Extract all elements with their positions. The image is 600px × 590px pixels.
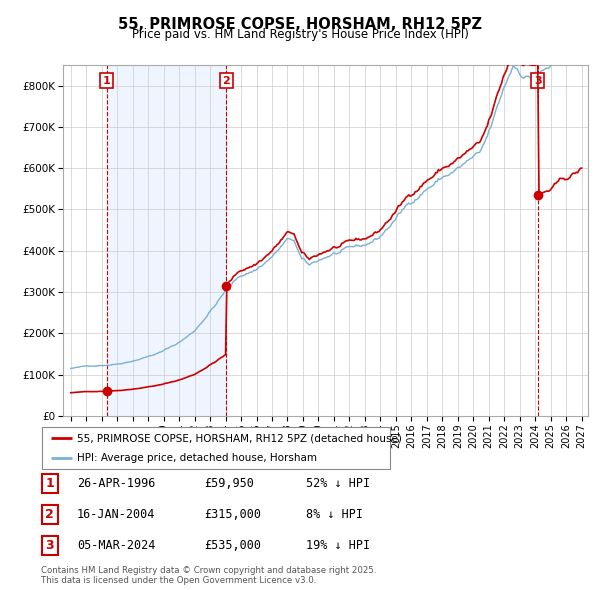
Text: 55, PRIMROSE COPSE, HORSHAM, RH12 5PZ: 55, PRIMROSE COPSE, HORSHAM, RH12 5PZ: [118, 17, 482, 31]
Text: 2: 2: [46, 508, 54, 521]
Text: 26-APR-1996: 26-APR-1996: [77, 477, 155, 490]
Text: 8% ↓ HPI: 8% ↓ HPI: [306, 508, 363, 521]
Text: 3: 3: [534, 76, 542, 86]
Text: 2: 2: [223, 76, 230, 86]
Text: HPI: Average price, detached house, Horsham: HPI: Average price, detached house, Hors…: [77, 454, 317, 463]
Bar: [107, 65, 226, 416]
Text: 05-MAR-2024: 05-MAR-2024: [77, 539, 155, 552]
Text: £315,000: £315,000: [204, 508, 261, 521]
Text: 55, PRIMROSE COPSE, HORSHAM, RH12 5PZ (detached house): 55, PRIMROSE COPSE, HORSHAM, RH12 5PZ (d…: [77, 434, 401, 444]
Text: £59,950: £59,950: [204, 477, 254, 490]
Text: 1: 1: [103, 76, 110, 86]
Text: 52% ↓ HPI: 52% ↓ HPI: [306, 477, 370, 490]
Text: 16-JAN-2004: 16-JAN-2004: [77, 508, 155, 521]
Text: Contains HM Land Registry data © Crown copyright and database right 2025.
This d: Contains HM Land Registry data © Crown c…: [41, 566, 376, 585]
Text: 19% ↓ HPI: 19% ↓ HPI: [306, 539, 370, 552]
Text: Price paid vs. HM Land Registry's House Price Index (HPI): Price paid vs. HM Land Registry's House …: [131, 28, 469, 41]
Text: £535,000: £535,000: [204, 539, 261, 552]
Text: 1: 1: [46, 477, 54, 490]
Text: 3: 3: [46, 539, 54, 552]
